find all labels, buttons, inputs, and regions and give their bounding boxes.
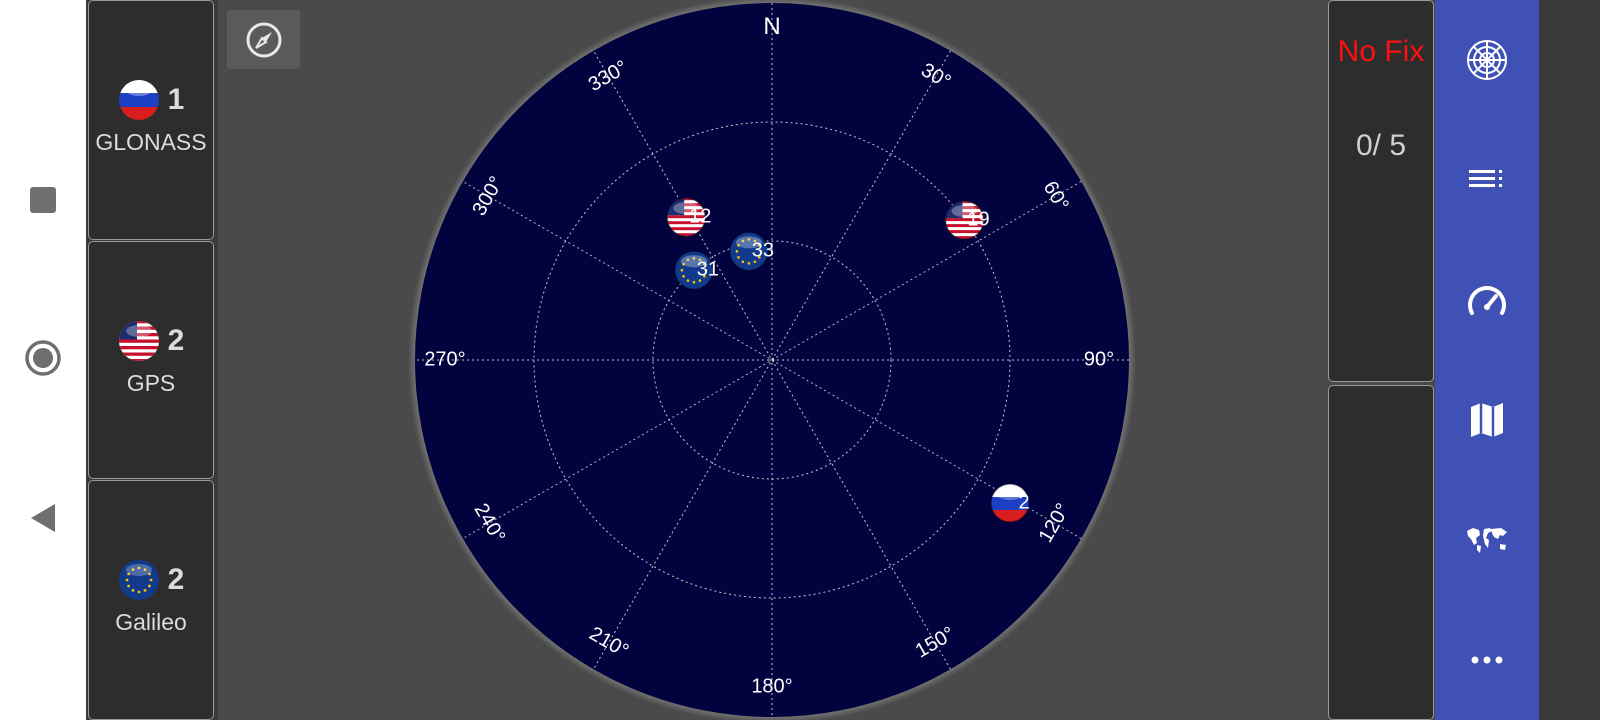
menu-more[interactable] xyxy=(1457,630,1517,690)
satellite-prn: 2 xyxy=(1018,491,1029,513)
system-navigation-bar xyxy=(0,0,86,720)
system-count: 2 xyxy=(167,324,185,357)
azimuth-line xyxy=(593,50,951,670)
satellite-prn: 31 xyxy=(697,258,719,280)
satellite-marker[interactable]: 2 xyxy=(990,483,1030,523)
compass-button[interactable] xyxy=(227,10,300,69)
satellite-marker[interactable]: 33 xyxy=(729,231,774,272)
menu-speedometer[interactable] xyxy=(1457,270,1517,330)
system-card-glonass[interactable]: 1 GLONASS xyxy=(88,0,214,240)
azimuth-label: 270° xyxy=(424,348,465,370)
skyplot-radar-icon xyxy=(1467,40,1507,80)
elevation-ring xyxy=(533,121,1011,599)
satellite-marker[interactable]: 19 xyxy=(944,200,990,240)
fix-status-text: No Fix xyxy=(1337,35,1425,68)
back-triangle-icon xyxy=(31,504,55,532)
satellite-prn: 19 xyxy=(967,208,989,230)
eu-flag-icon xyxy=(118,560,159,600)
compass-icon xyxy=(246,22,281,57)
satellite-flag-icon xyxy=(729,232,768,271)
back-button[interactable] xyxy=(18,493,68,543)
list-icon xyxy=(1469,170,1502,187)
side-menu xyxy=(1435,0,1539,720)
home-button[interactable] xyxy=(18,333,68,383)
info-card xyxy=(1328,385,1434,720)
system-name: GLONASS xyxy=(95,129,207,155)
system-count: 1 xyxy=(167,83,185,116)
satellite-flag-icon xyxy=(991,484,1030,523)
constellation-panel: 1 GLONASS 2 GPS xyxy=(86,0,218,720)
more-dots-icon xyxy=(1471,656,1503,664)
system-card-galileo[interactable]: 2 Galileo xyxy=(88,480,214,720)
menu-world[interactable] xyxy=(1457,510,1517,570)
system-name: GPS xyxy=(126,370,176,396)
world-map-icon xyxy=(1467,528,1507,553)
skyplot-grid xyxy=(415,3,1129,717)
stop-square-icon xyxy=(30,187,56,213)
satellite-flag-icon xyxy=(674,251,713,290)
system-name: Galileo xyxy=(115,609,187,635)
north-label: N xyxy=(763,13,780,40)
russia-flag-icon xyxy=(118,80,159,120)
satellites-used-count: 0/ 5 xyxy=(1355,129,1407,162)
satellite-prn: 12 xyxy=(689,205,711,227)
screen-edge xyxy=(1539,0,1600,720)
fix-status-card: No Fix 0/ 5 xyxy=(1328,0,1434,382)
system-card-gps[interactable]: 2 GPS xyxy=(88,241,214,479)
usa-flag-icon xyxy=(118,321,159,361)
satellite-marker[interactable]: 31 xyxy=(674,250,719,290)
speedometer-icon xyxy=(1468,286,1506,315)
map-icon xyxy=(1471,403,1503,437)
menu-map[interactable] xyxy=(1457,390,1517,450)
menu-skyplot[interactable] xyxy=(1457,30,1517,90)
recents-button[interactable] xyxy=(18,175,68,225)
satellite-prn: 33 xyxy=(752,240,774,262)
home-circle-icon xyxy=(25,340,61,376)
azimuth-label: 90° xyxy=(1084,348,1114,370)
azimuth-label: 180° xyxy=(751,675,792,697)
menu-list[interactable] xyxy=(1457,150,1517,210)
fix-status-panel: No Fix 0/ 5 xyxy=(1328,0,1434,720)
system-count: 2 xyxy=(167,563,185,596)
